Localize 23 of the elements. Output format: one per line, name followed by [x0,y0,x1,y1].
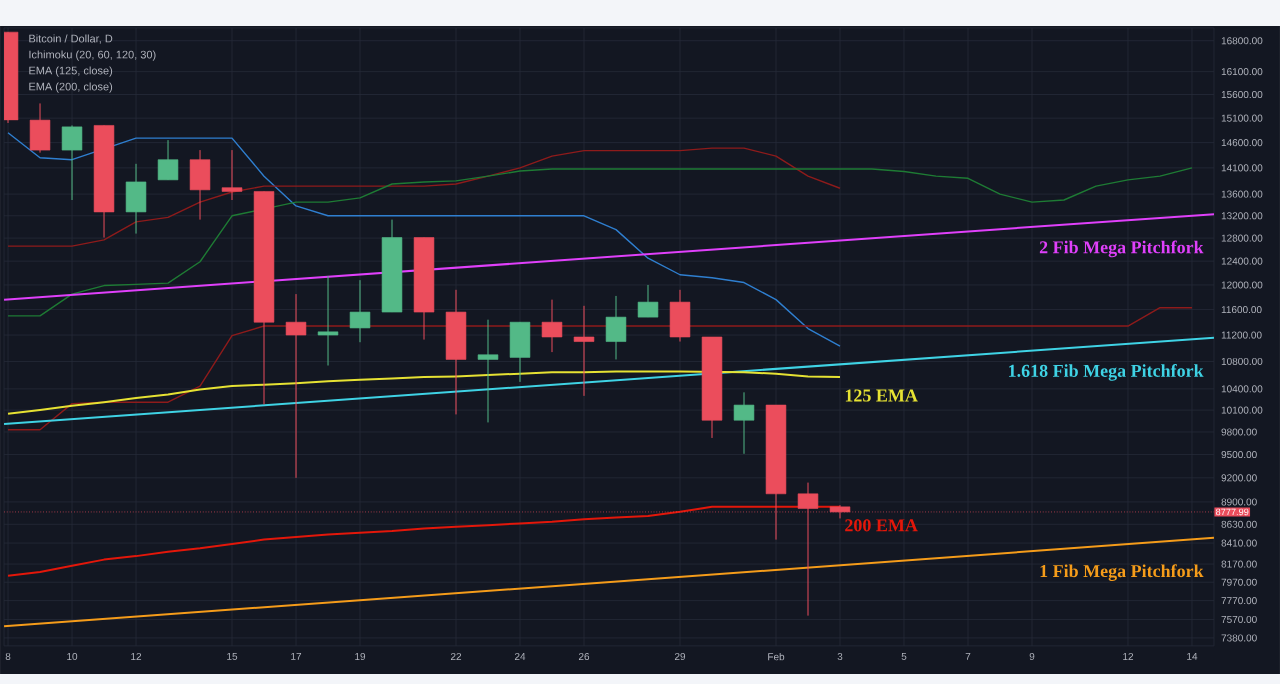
candlestick [605,295,627,360]
candlestick [221,149,243,201]
candlestick [669,289,691,343]
candlestick [157,139,179,181]
candlestick [637,284,659,318]
candlestick [573,305,595,397]
candlestick [445,289,467,415]
candlestick [61,124,83,201]
candlestick [189,149,211,221]
series-label: 2 Fib Mega Pitchfork [1039,240,1204,258]
candlestick [349,279,371,343]
series-label: 1 Fib Mega Pitchfork [1040,564,1204,581]
candlestick [125,163,147,235]
series-label: 200 EMA [845,519,918,532]
candlestick [285,293,307,479]
candlestick [509,321,531,383]
candlestick [733,391,755,455]
candlestick [477,319,499,423]
candlestick [541,299,563,353]
series-label: 1.618 Fib Mega Pitchfork [1009,364,1204,381]
series-label: 125 EMA [845,389,918,402]
candlestick [317,275,339,367]
candlestick [29,102,51,154]
